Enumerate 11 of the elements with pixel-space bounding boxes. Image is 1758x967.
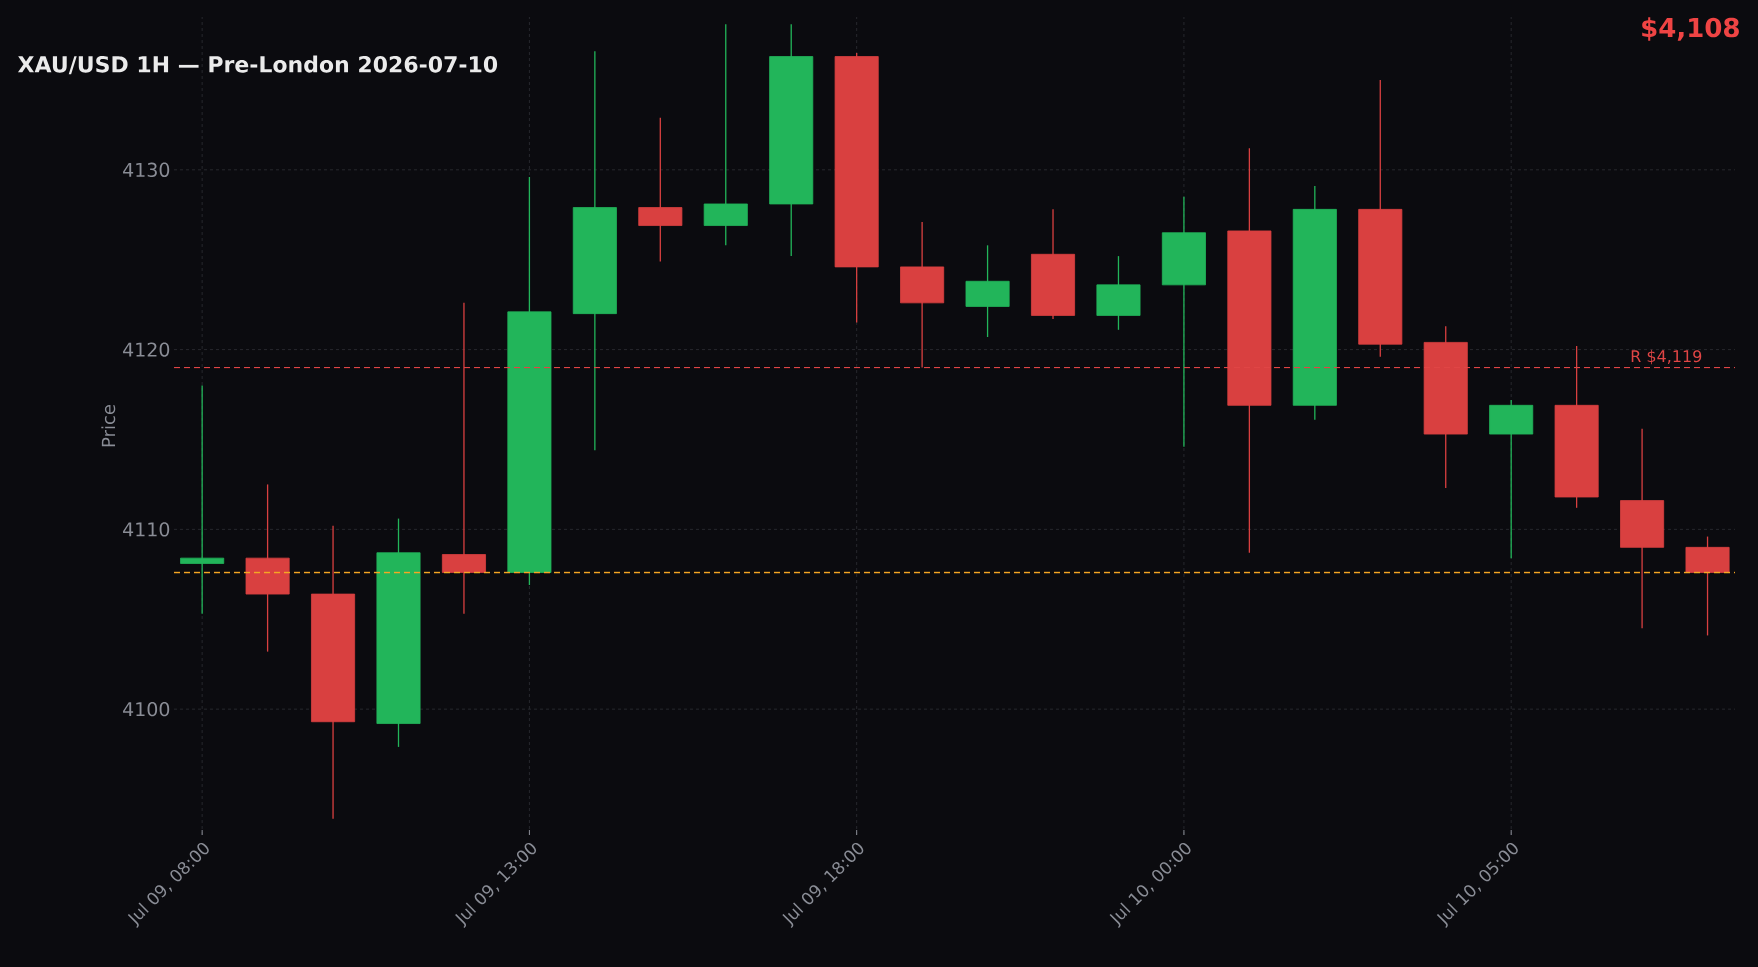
candlestick <box>638 117 683 263</box>
y-tick-label: 4120 <box>123 342 170 357</box>
y-tick-label: 4100 <box>123 701 170 717</box>
candlestick <box>703 23 748 246</box>
text: XAU/USD 1H — Pre-London 2026-07-10 <box>17 55 498 75</box>
y-tick-label: 4110 <box>123 522 170 537</box>
ref-line-label: R $4,119 <box>1631 349 1702 365</box>
candlestick <box>180 384 225 615</box>
y-tick-label: 4130 <box>123 162 170 177</box>
annotation: $4,108 <box>1642 17 1739 41</box>
y-axis-title: Price <box>101 404 116 447</box>
